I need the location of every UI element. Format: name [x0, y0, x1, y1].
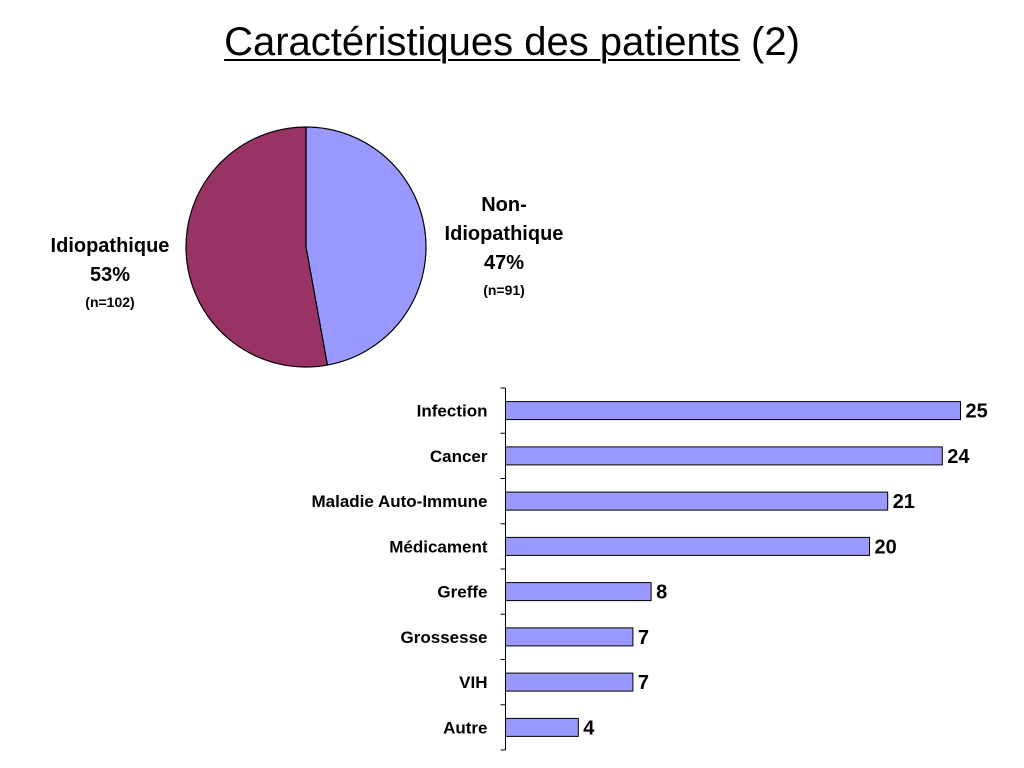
- pie-label-idiopathique-name: Idiopathique: [50, 235, 170, 257]
- bar-grossesse: [505, 627, 634, 647]
- category-label-infection: Infection: [417, 402, 488, 421]
- bar-chart: Infection 25 Cancer 24 Maladie Auto-Immune 21…: [312, 387, 988, 751]
- category-label-autre: Autre: [443, 718, 487, 737]
- title-main: Caractéristiques des patients: [224, 20, 740, 64]
- bar-greffe: [505, 582, 652, 602]
- bar-autre: [505, 717, 579, 737]
- bar-value-label-greffe: 8: [656, 582, 667, 604]
- category-label-greffe: Greffe: [437, 583, 487, 602]
- pie-label-idiopathique-percent: 53%: [89, 264, 131, 286]
- category-label-cancer: Cancer: [430, 447, 488, 466]
- pie-label-idiopathique: Idiopathique 53% (n=102): [40, 232, 180, 314]
- pie-label-non-idiopathique: Non- Idiopathique 47% (n=91): [426, 191, 582, 302]
- category-label-grossesse: Grossesse: [401, 628, 488, 647]
- bar-vih: [505, 672, 634, 692]
- slide-title: Caractéristiques des patients (2): [0, 16, 1024, 68]
- pie-slice-non-idiopathique: [305, 126, 427, 366]
- title-suffix: (2): [751, 20, 800, 64]
- bar-value-label-grossesse: 7: [638, 627, 649, 649]
- bar-value-label-infection: 25: [966, 401, 988, 423]
- bar-maladie-auto-immune: [505, 491, 889, 511]
- pie-slice-idiopathique: [185, 126, 328, 368]
- pie-label-non-idiopathique-count: (n=91): [483, 282, 525, 298]
- pie-label-non-idiopathique-percent: 47%: [483, 252, 525, 274]
- pie-label-non-idiopathique-name-2: Idiopathique: [444, 223, 564, 245]
- bar-medicament: [505, 536, 870, 556]
- category-label-vih: VIH: [459, 673, 487, 692]
- category-label-medicament: Médicament: [389, 537, 488, 556]
- category-label-maladie-auto-immune: Maladie Auto-Immune: [312, 492, 488, 511]
- bar-infection: [505, 401, 961, 421]
- pie-label-idiopathique-count: (n=102): [85, 294, 135, 310]
- bar-value-label-vih: 7: [638, 672, 649, 694]
- bar-value-label-medicament: 20: [875, 536, 897, 558]
- bar-cancer: [505, 446, 943, 466]
- pie-chart: [185, 126, 427, 368]
- pie-label-non-idiopathique-name-1: Non-: [481, 194, 527, 216]
- bar-value-label-cancer: 24: [947, 446, 970, 468]
- bar-value-label-maladie-auto-immune: 21: [893, 491, 915, 513]
- bar-value-label-autre: 4: [583, 717, 595, 739]
